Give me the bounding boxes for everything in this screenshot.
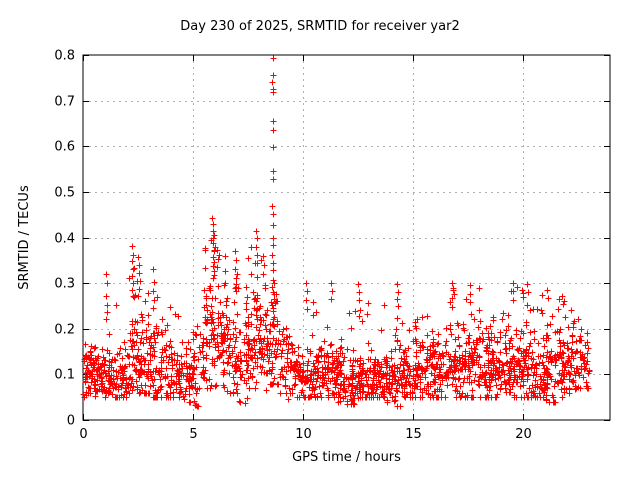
grid-lines xyxy=(83,55,610,420)
x-tick-label: 15 xyxy=(405,427,422,442)
x-tick-label: 0 xyxy=(79,427,87,442)
tick-labels: 0 5 10 15 20 0 0.1 0.2 0.3 0.4 0.5 0.6 0.7 0.8 xyxy=(54,49,531,443)
x-axis-label: GPS time / hours xyxy=(292,450,401,465)
y-tick-label: 0.1 xyxy=(54,368,75,383)
chart-title: Day 230 of 2025, SRMTID for receiver yar… xyxy=(180,19,460,34)
x-tick-label: 20 xyxy=(515,427,532,442)
y-tick-label: 0.4 xyxy=(54,232,75,247)
y-tick-label: 0 xyxy=(67,414,75,429)
scatter-points xyxy=(80,55,593,410)
y-tick-label: 0.8 xyxy=(54,49,75,64)
x-tick-label: 10 xyxy=(295,427,312,442)
axis-ticks xyxy=(83,55,610,421)
y-tick-label: 0.3 xyxy=(54,277,75,292)
y-tick-label: 0.6 xyxy=(54,140,75,155)
plot-border xyxy=(82,54,611,421)
x-tick-label: 5 xyxy=(189,427,197,442)
y-tick-label: 0.7 xyxy=(54,95,75,110)
y-tick-label: 0.5 xyxy=(54,186,75,201)
y-tick-label: 0.2 xyxy=(54,323,75,338)
scatter-marker-path xyxy=(80,55,593,410)
